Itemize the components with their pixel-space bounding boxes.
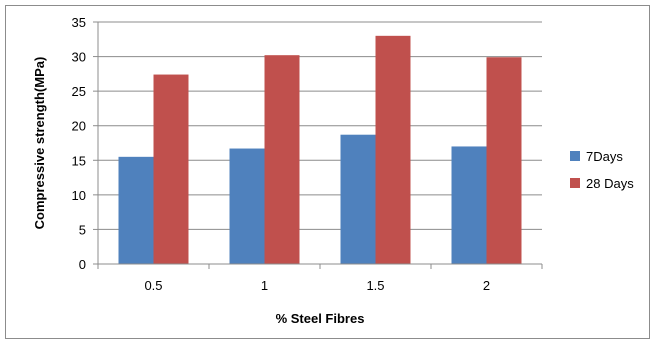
bar-28days-2 [486,57,522,265]
bar-7days-1 [229,148,265,264]
y-tick-labels: 0 5 10 15 20 25 30 35 [72,15,86,272]
y-tick-label: 15 [72,153,86,168]
bar-28days-0_5 [153,74,189,264]
chart-frame [5,5,650,339]
legend-swatch [570,151,580,161]
y-tick-label: 35 [72,15,86,30]
y-tick-label: 0 [79,257,86,272]
bar-7days-1_5 [340,134,376,264]
x-tick-label: 1.5 [366,278,384,293]
y-axis-title: Compressive strength(MPa) [32,57,47,230]
x-tick-label: 0.5 [144,278,162,293]
legend-swatch [570,178,580,188]
bars [118,35,522,265]
x-tick-labels: 0.5 1 1.5 2 [144,278,490,293]
legend: 7Days 28 Days [570,149,634,191]
y-tick-label: 5 [79,222,86,237]
bar-7days-2 [451,146,487,264]
x-tick-label: 1 [261,278,268,293]
legend-label: 28 Days [586,176,634,191]
axes [97,22,542,265]
bar-7days-0_5 [118,156,154,264]
y-tick-label: 30 [72,50,86,65]
y-tick-label: 20 [72,119,86,134]
legend-label: 7Days [586,149,623,164]
bar-28days-1_5 [375,35,411,265]
bar-28days-1 [264,55,300,265]
y-tick-label: 25 [72,84,86,99]
x-tick-label: 2 [483,278,490,293]
x-axis-title: % Steel Fibres [276,311,365,326]
y-tick-label: 10 [72,188,86,203]
